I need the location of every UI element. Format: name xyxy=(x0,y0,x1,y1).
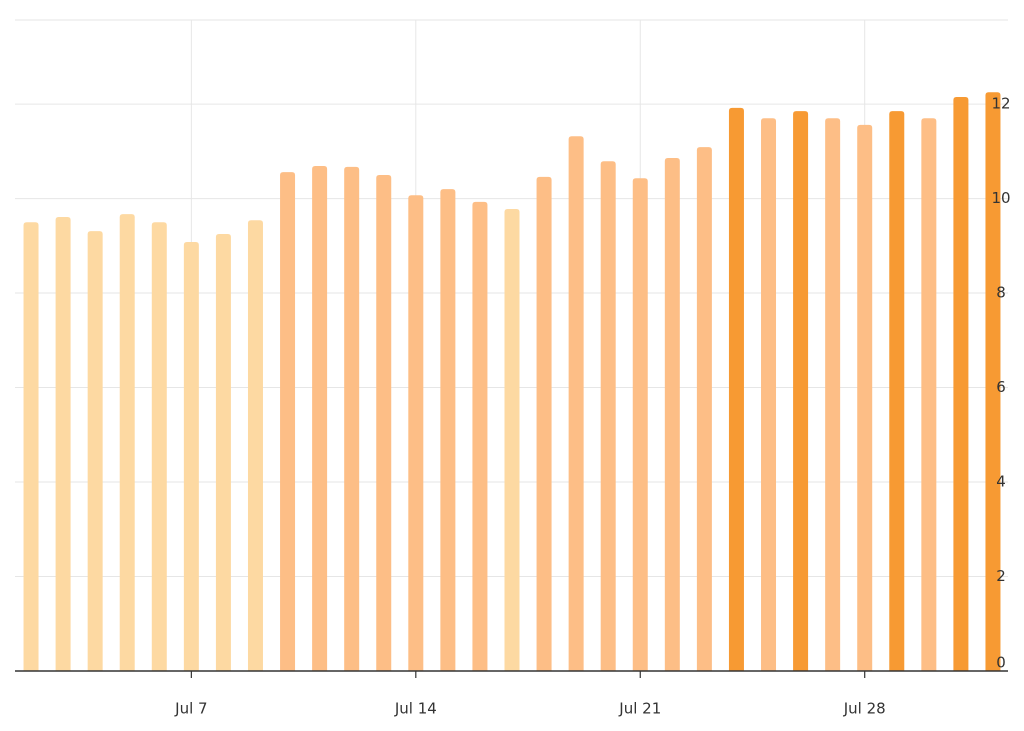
y-tick-label: 0 xyxy=(996,654,1006,672)
bar xyxy=(985,92,1001,672)
bar xyxy=(376,174,392,671)
bar xyxy=(793,111,809,671)
bar xyxy=(953,97,969,672)
bar xyxy=(889,111,905,671)
bar xyxy=(119,214,135,671)
bar xyxy=(728,107,744,671)
bar xyxy=(55,217,71,671)
y-tick-label: 2 xyxy=(996,567,1006,585)
bar xyxy=(696,147,712,671)
y-tick-label: 10 xyxy=(991,189,1010,207)
bar xyxy=(504,208,520,671)
y-tick-label: 8 xyxy=(996,284,1006,302)
bar xyxy=(23,222,39,671)
bar xyxy=(280,172,296,671)
bar xyxy=(151,222,167,671)
x-tick-label: Jul 21 xyxy=(618,700,661,718)
bar xyxy=(761,118,777,671)
bar xyxy=(183,242,199,671)
x-tick-label: Jul 28 xyxy=(843,700,886,718)
bar xyxy=(600,161,616,672)
bar xyxy=(408,195,424,671)
x-tick-label: Jul 14 xyxy=(394,700,437,718)
bar xyxy=(344,166,360,671)
y-tick-label: 4 xyxy=(996,473,1006,491)
bar xyxy=(247,220,263,672)
bar xyxy=(632,178,648,672)
bar xyxy=(921,118,937,671)
bar xyxy=(215,234,231,671)
bar xyxy=(440,189,456,671)
y-tick-label: 6 xyxy=(996,378,1006,396)
bar xyxy=(472,201,488,671)
bar xyxy=(664,157,680,671)
bar xyxy=(87,231,103,671)
bar xyxy=(857,124,873,672)
x-tick-label: Jul 7 xyxy=(174,700,207,718)
bar xyxy=(568,136,584,672)
bar xyxy=(312,165,328,672)
y-tick-label: 12 xyxy=(991,95,1010,113)
bar xyxy=(825,118,841,671)
bar xyxy=(536,176,552,671)
